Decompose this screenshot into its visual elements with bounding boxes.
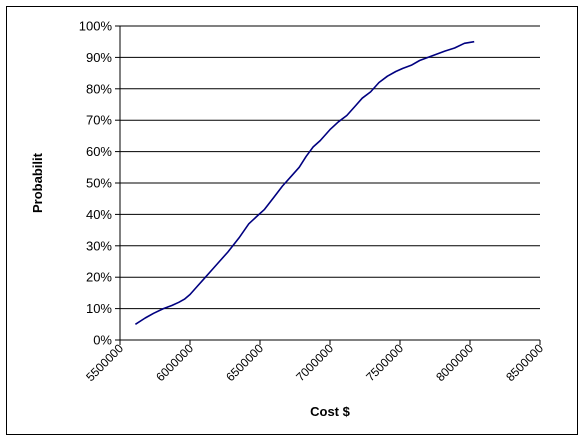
y-tick-label: 90% <box>86 50 112 65</box>
axes <box>115 25 541 345</box>
y-tick-label: 50% <box>86 176 112 191</box>
y-tick-label: 60% <box>86 144 112 159</box>
y-tick-label: 80% <box>86 81 112 96</box>
y-tick-label: 10% <box>86 301 112 316</box>
gridlines <box>120 25 540 310</box>
x-axis-title: Cost $ <box>310 404 351 419</box>
y-tick-label: 0% <box>93 333 112 348</box>
y-tick-label: 100% <box>79 19 113 34</box>
y-axis-title: Probabilit <box>30 152 45 213</box>
y-tick-label: 70% <box>86 113 112 128</box>
probability-curve-line <box>134 40 475 325</box>
y-tick-label: 40% <box>86 207 112 222</box>
chart-border <box>6 6 578 435</box>
y-tick-label: 30% <box>86 238 112 253</box>
y-tick-label: 20% <box>86 270 112 285</box>
